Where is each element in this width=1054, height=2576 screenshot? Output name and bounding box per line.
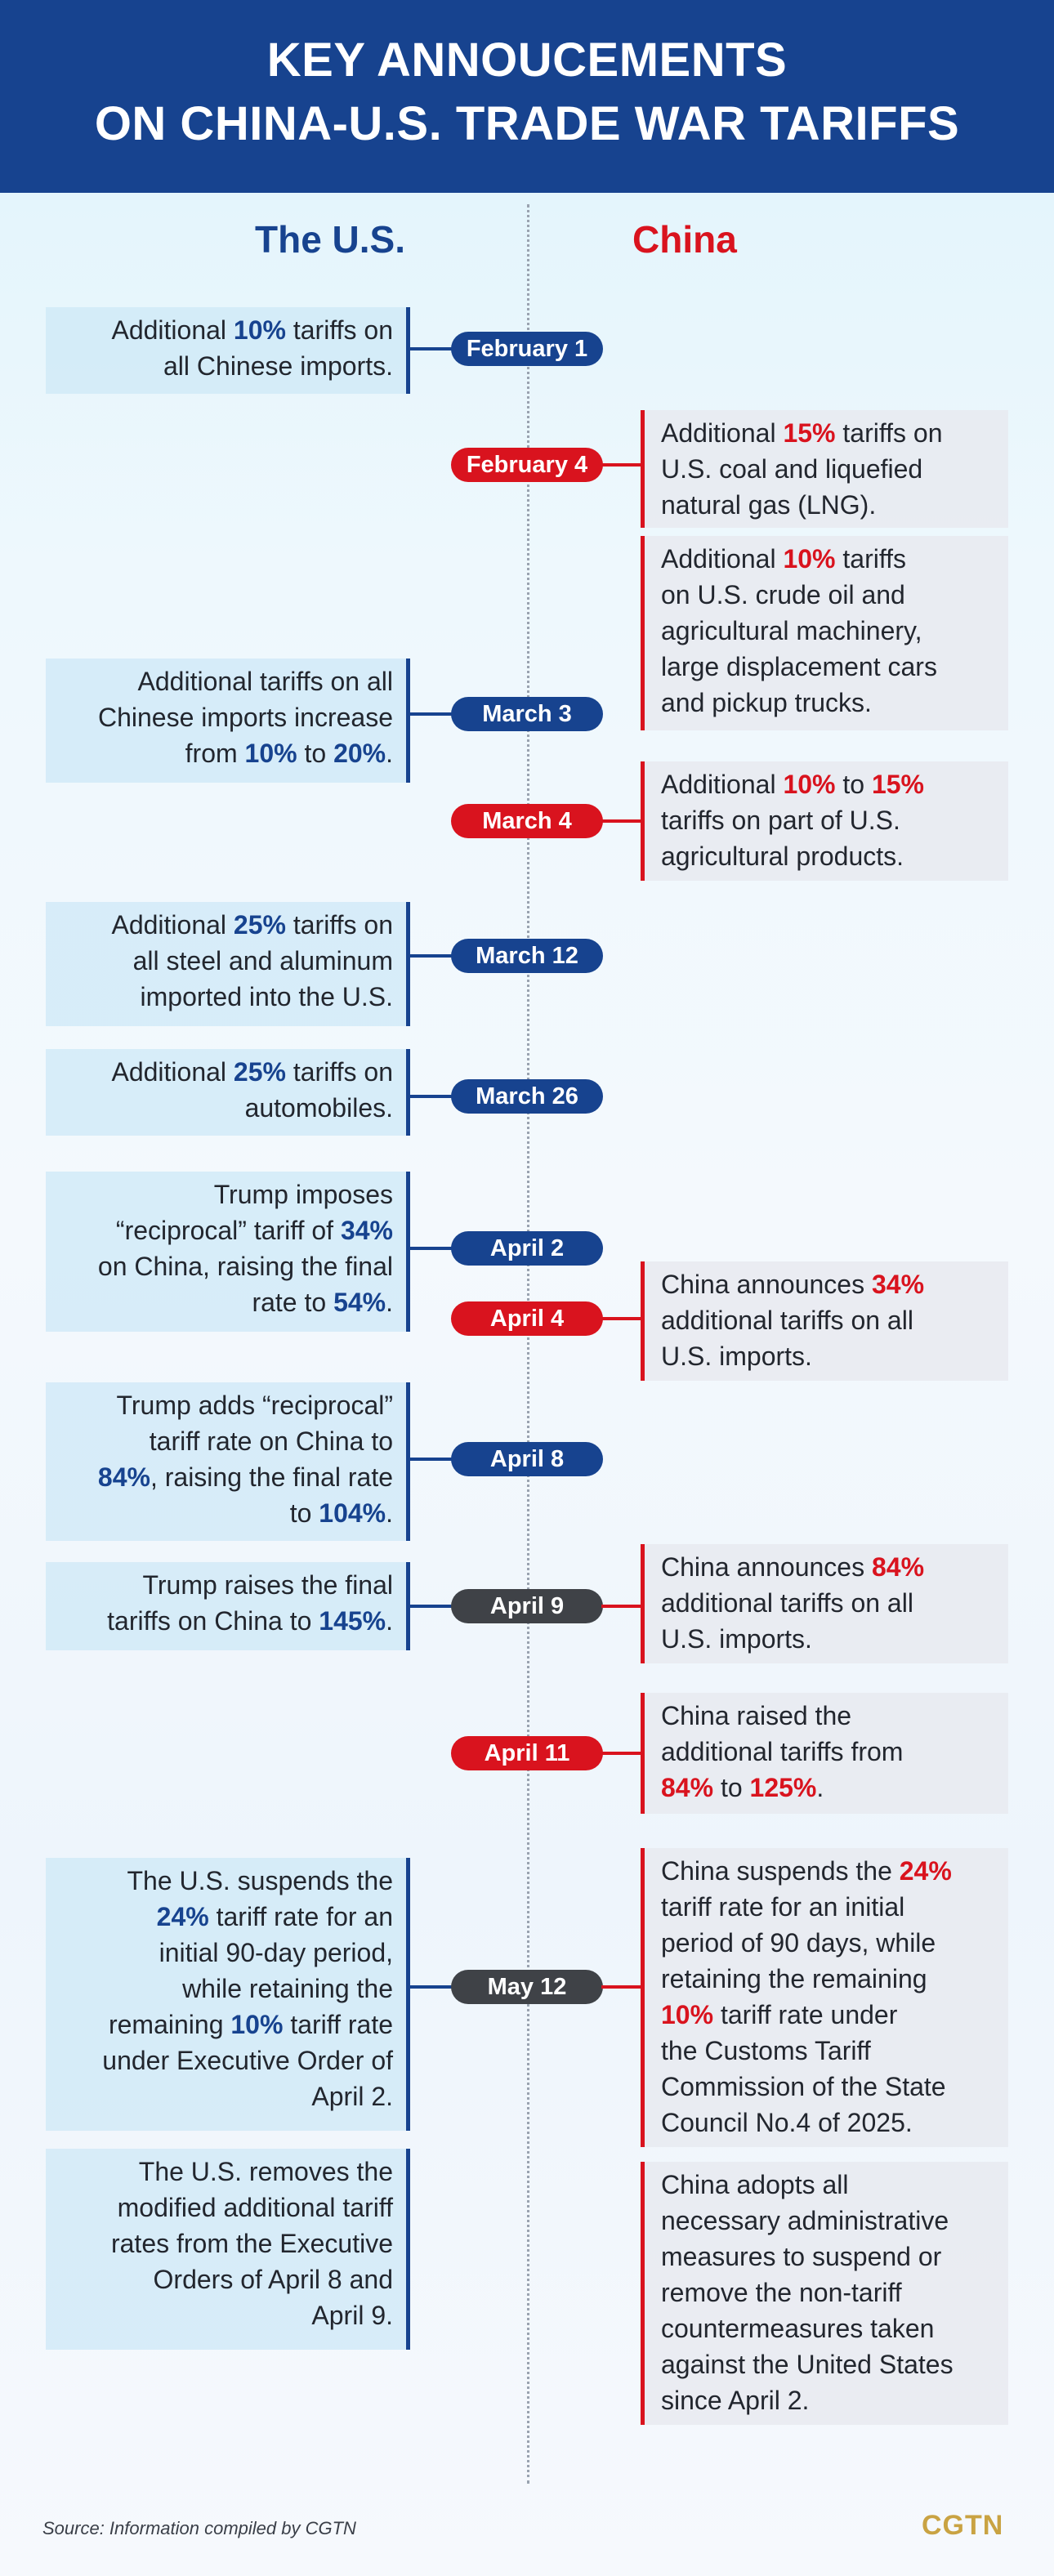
timeline-spine xyxy=(527,204,529,2484)
us-announcement-apr8: Trump adds “reciprocal” tariff rate on C… xyxy=(46,1382,410,1541)
date-pill-feb4: February 4 xyxy=(451,448,603,482)
connector-apr11 xyxy=(601,1752,642,1755)
cgtn-logo: CGTN xyxy=(922,2510,1004,2541)
date-pill-feb1: February 1 xyxy=(451,332,603,366)
date-pill-apr4: April 4 xyxy=(451,1301,603,1336)
column-heading-china: China xyxy=(632,218,737,261)
date-pill-mar26: March 26 xyxy=(451,1079,603,1114)
china-announcement-feb4-oil: Additional 10% tariffs on U.S. crude oil… xyxy=(641,536,1008,730)
connector-feb1 xyxy=(410,347,453,350)
connector-apr2 xyxy=(410,1247,453,1250)
china-announcement-mar4: Additional 10% to 15% tariffs on part of… xyxy=(641,761,1008,881)
source-note: Source: Information compiled by CGTN xyxy=(42,2518,356,2538)
china-announcement-apr11: China raised the additional tariffs from… xyxy=(641,1693,1008,1814)
china-announcement-feb4-energy: Additional 15% tariffs on U.S. coal and … xyxy=(641,410,1008,528)
connector-apr9-us xyxy=(410,1605,453,1608)
connector-mar3 xyxy=(410,712,453,716)
connector-mar4 xyxy=(601,819,642,823)
connector-mar26 xyxy=(410,1095,453,1098)
china-announcement-may12: China suspends the 24% tariff rate for a… xyxy=(641,1848,1008,2147)
us-announcement-mar26: Additional 25% tariffs on automobiles. xyxy=(46,1049,410,1136)
connector-apr4 xyxy=(601,1317,642,1320)
us-announcement-may12: The U.S. suspends the 24% tariff rate fo… xyxy=(46,1858,410,2131)
us-announcement-apr2: Trump imposes “reciprocal” tariff of 34%… xyxy=(46,1172,410,1332)
date-pill-mar3: March 3 xyxy=(451,697,603,731)
page-title-line-2: ON CHINA-U.S. TRADE WAR TARIFFS xyxy=(94,97,960,150)
us-announcement-removal: The U.S. removes the modified additional… xyxy=(46,2149,410,2350)
connector-may12-us xyxy=(410,1985,453,1989)
date-pill-apr11: April 11 xyxy=(451,1736,603,1770)
us-announcement-mar3: Additional tariffs on all Chinese import… xyxy=(46,659,410,783)
date-pill-apr8: April 8 xyxy=(451,1442,603,1476)
column-heading-us: The U.S. xyxy=(255,218,406,261)
us-announcement-apr9: Trump raises the final tariffs on China … xyxy=(46,1562,410,1650)
header-banner: KEY ANNOUCEMENTS ON CHINA-U.S. TRADE WAR… xyxy=(0,0,1054,193)
connector-apr9-china xyxy=(601,1605,642,1608)
us-announcement-mar12: Additional 25% tariffs on all steel and … xyxy=(46,902,410,1026)
us-announcement-feb1: Additional 10% tariffs on all Chinese im… xyxy=(46,307,410,394)
page-title-line-1: KEY ANNOUCEMENTS xyxy=(266,33,788,87)
date-pill-apr9: April 9 xyxy=(451,1589,603,1623)
china-announcement-apr4: China announces 34% additional tariffs o… xyxy=(641,1261,1008,1381)
date-pill-mar4: March 4 xyxy=(451,804,603,838)
date-pill-apr2: April 2 xyxy=(451,1231,603,1266)
china-announcement-apr9: China announces 84% additional tariffs o… xyxy=(641,1544,1008,1663)
connector-apr8 xyxy=(410,1458,453,1461)
connector-feb4 xyxy=(601,463,642,467)
connector-may12-china xyxy=(601,1985,642,1989)
date-pill-mar12: March 12 xyxy=(451,939,603,973)
connector-mar12 xyxy=(410,954,453,958)
china-announcement-measures: China adopts all necessary administrativ… xyxy=(641,2162,1008,2425)
date-pill-may12: May 12 xyxy=(451,1970,603,2004)
